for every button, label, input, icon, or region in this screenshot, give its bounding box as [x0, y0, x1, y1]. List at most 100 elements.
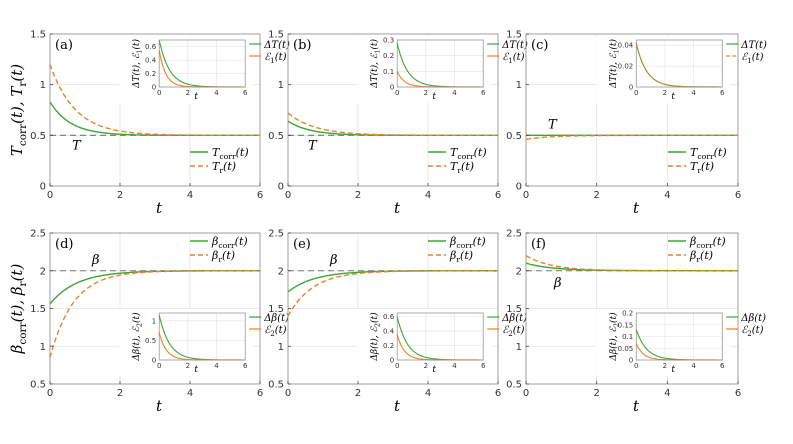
- x-axis-label: t: [156, 397, 163, 415]
- inset-x-tick-label: 4: [691, 89, 696, 97]
- panel-a: 0 2 4 6 0 0.5 1 1.5 t (a) T Tcorr​(t)Tr​(t) 0 2 4 6 0 0.2…: [30, 30, 290, 218]
- panel-e: 02460.511.522.5t(e)ββcorr​(t)βr​(t)02460…: [268, 229, 527, 416]
- legend-label: βcorr​(t): [211, 235, 248, 250]
- y-tick-label: 1: [516, 80, 522, 91]
- y-tick-label: 0: [516, 182, 522, 193]
- y-tick-label: 2.5: [506, 229, 522, 240]
- y-tick-label: 1: [40, 342, 46, 353]
- y-tick-label: 1.5: [506, 304, 522, 315]
- inset-y-tick-label: 0: [152, 84, 156, 92]
- panel-label: (a): [55, 38, 73, 53]
- series-line-2: [287, 270, 498, 317]
- series-line-1: [49, 270, 260, 305]
- inset-plot: 0 2 4 6 0 0.02 0.04 t ΔT(t), ℰ1​(t) ΔT(t)ℰ1​(t): [596, 36, 767, 103]
- inset-y-tick-label: 0.2: [622, 310, 633, 318]
- inset-x-tick-label: 6: [720, 89, 725, 97]
- inset-legend-label: Δβ(t): [263, 313, 289, 324]
- inset-x-tick-label: 2: [663, 362, 667, 370]
- x-tick-label: 6: [735, 388, 741, 399]
- inset-x-tick-label: 2: [186, 89, 190, 97]
- x-tick-label: 2: [117, 388, 123, 399]
- inset-x-tick-label: 0: [634, 362, 638, 370]
- inset-background: [596, 309, 731, 376]
- y-tick-label: 1: [278, 80, 284, 91]
- x-tick-label: 2: [593, 190, 599, 201]
- y-tick-label: 1.5: [268, 30, 284, 41]
- y-tick-label: 1: [40, 80, 46, 91]
- panel-f: 02460.511.522.5t(f)ββcorr​(t)βr​(t)02460…: [506, 229, 766, 416]
- x-tick-label: 2: [117, 190, 123, 201]
- inset-x-tick-label: 6: [243, 362, 248, 370]
- x-tick-label: 6: [495, 190, 501, 201]
- reference-label: T: [548, 117, 558, 132]
- y-tick-label: 0.5: [30, 380, 46, 391]
- inset-y-axis-label: Δβ(t), ℰ2​(t): [608, 312, 621, 362]
- inset-plot: 0 2 4 6 0 0.2 0.4 0.6 t ΔT(t), ℰ1​(t) ΔT(t)ℰ1​(t): [119, 36, 290, 103]
- inset-y-tick-label: 0: [390, 357, 394, 365]
- x-tick-label: 4: [664, 388, 670, 399]
- y-tick-label: 0.5: [268, 131, 284, 142]
- series-line-1: [287, 270, 498, 293]
- y-tick-label: 2: [40, 266, 46, 277]
- y-tick-label: 0: [40, 182, 46, 193]
- inset-x-tick-label: 2: [424, 362, 428, 370]
- inset-legend-label: ΔT(t): [263, 40, 290, 51]
- inset-y-tick-label: 0.4: [145, 57, 157, 65]
- x-tick-label: 2: [355, 388, 361, 399]
- inset-y-tick-label: 0.3: [383, 37, 394, 45]
- axes-frame: [49, 33, 261, 187]
- inset-legend-label: ℰ2​(t): [502, 325, 524, 338]
- inset-y-tick-label: 0: [629, 84, 633, 92]
- inset-x-axis-label: t: [432, 92, 436, 102]
- inset-y-tick-label: 0.5: [145, 337, 156, 345]
- inset-background: [357, 36, 492, 103]
- inset-background: [119, 309, 254, 376]
- inset-y-tick-label: 0: [390, 84, 394, 92]
- legend-label: Tcorr​(t): [212, 146, 249, 161]
- inset-x-tick-label: 4: [214, 362, 219, 370]
- inset-x-axis-label: t: [671, 92, 675, 102]
- inset-legend-label: ℰ1​(t): [264, 52, 286, 65]
- inset-x-tick-label: 2: [663, 89, 667, 97]
- inset-frame: [635, 39, 723, 88]
- y-tick-label: 0.5: [30, 131, 46, 142]
- legend-label: Tr​(t): [450, 160, 474, 175]
- inset-frame: [158, 39, 246, 88]
- inset-x-tick-label: 0: [157, 362, 161, 370]
- inset-frame: [158, 312, 246, 361]
- inset-x-axis-label: t: [432, 365, 436, 375]
- inset-y-axis-label: ΔT(t), ℰ1​(t): [369, 39, 382, 89]
- axes-frame: [287, 33, 499, 187]
- inset-x-tick-label: 0: [157, 89, 161, 97]
- inset-y-axis-label: ΔT(t), ℰ1​(t): [131, 39, 144, 89]
- inset-legend-label: ℰ2​(t): [741, 325, 763, 338]
- inset-y-tick-label: 0.2: [383, 342, 394, 350]
- x-tick-label: 0: [523, 190, 529, 201]
- y-tick-label: 0.5: [506, 131, 522, 142]
- inset-frame: [396, 312, 484, 361]
- x-axis-label: t: [394, 199, 401, 217]
- inset-y-tick-label: 0.6: [145, 43, 157, 51]
- reference-label: T: [72, 138, 82, 153]
- inset-y-tick-label: 0.2: [383, 52, 394, 60]
- x-tick-label: 6: [257, 190, 263, 201]
- panel-label: (f): [531, 237, 546, 252]
- inset-y-tick-label: 1: [152, 317, 156, 325]
- x-axis-label: t: [394, 397, 401, 415]
- panel-label: (d): [55, 237, 73, 252]
- inset-x-tick-label: 6: [720, 362, 725, 370]
- series-line-2: [49, 270, 260, 358]
- inset-x-tick-label: 0: [634, 89, 638, 97]
- x-tick-label: 0: [285, 388, 291, 399]
- inset-x-tick-label: 6: [481, 362, 486, 370]
- y-tick-label: 1: [516, 342, 522, 353]
- legend-label: βcorr​(t): [449, 235, 486, 250]
- panel-b: 0 2 4 6 0 0.5 1 1.5 t (b) T Tcorr​(t)Tr​(t) 0 2 4 6 0 0.1…: [268, 30, 528, 218]
- inset-y-tick-label: 0.1: [383, 68, 394, 76]
- panel-label: (e): [293, 237, 311, 252]
- y-tick-label: 1.5: [30, 30, 46, 41]
- inset-y-tick-label: 0.2: [145, 70, 156, 78]
- legend-label: βr​(t): [449, 249, 473, 264]
- y-tick-label: 0.5: [506, 380, 522, 391]
